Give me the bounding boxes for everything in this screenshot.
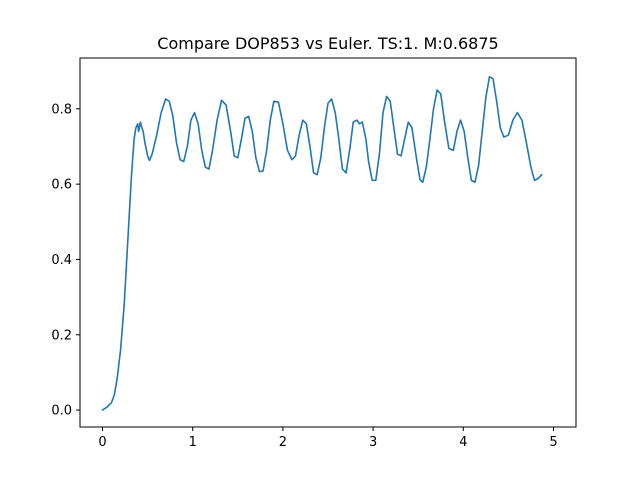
y-tick-label: 0.4 bbox=[51, 253, 72, 268]
x-axis-ticks: 0 1 2 3 4 5 bbox=[98, 427, 558, 450]
plot-area bbox=[101, 76, 543, 411]
x-tick-label: 0 bbox=[98, 435, 106, 450]
y-tick-label: 0.8 bbox=[51, 102, 72, 117]
x-tick-label: 5 bbox=[549, 435, 557, 450]
axes-frame bbox=[79, 57, 577, 428]
x-tick-label: 2 bbox=[279, 435, 287, 450]
x-tick-label: 1 bbox=[189, 435, 197, 450]
x-tick-label: 3 bbox=[369, 435, 377, 450]
series-line-0 bbox=[101, 76, 543, 411]
x-tick-label: 4 bbox=[459, 435, 467, 450]
chart-title: Compare DOP853 vs Euler. TS:1. M:0.6875 bbox=[157, 34, 498, 53]
y-tick-label: 0.2 bbox=[51, 328, 72, 343]
y-tick-label: 0.6 bbox=[51, 178, 72, 193]
y-axis-ticks: 0.0 0.2 0.4 0.6 0.8 bbox=[51, 102, 80, 419]
y-tick-label: 0.0 bbox=[51, 404, 72, 419]
